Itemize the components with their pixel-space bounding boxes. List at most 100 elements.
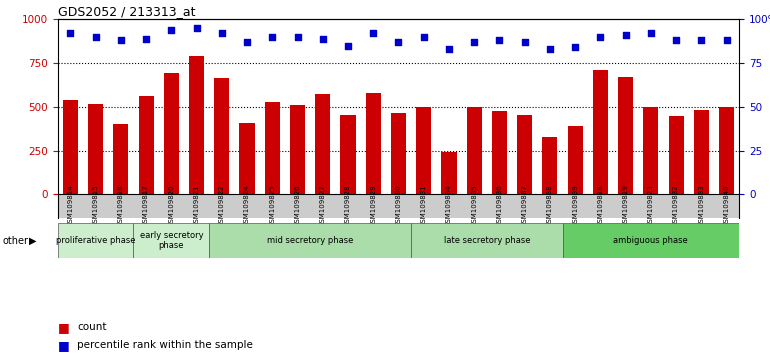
Bar	[668, 116, 684, 194]
Point	[342, 43, 354, 48]
Bar	[340, 115, 356, 194]
Point	[165, 27, 177, 33]
Text: GSM109831: GSM109831	[420, 185, 427, 227]
Bar	[133, 223, 209, 258]
Bar	[719, 107, 734, 194]
Bar	[189, 56, 204, 194]
Text: GSM109818: GSM109818	[598, 185, 604, 227]
Bar	[618, 77, 633, 194]
Bar	[588, 194, 613, 218]
Point	[619, 32, 631, 38]
Text: GSM109821: GSM109821	[193, 185, 199, 227]
Bar	[492, 111, 507, 194]
Bar	[638, 194, 664, 218]
Point	[140, 36, 152, 41]
Text: GSM109815: GSM109815	[92, 185, 99, 227]
Bar	[133, 194, 159, 218]
Point	[569, 44, 581, 50]
Text: GSM109820: GSM109820	[169, 185, 174, 227]
Point	[468, 39, 480, 45]
Bar	[265, 102, 280, 194]
Text: GSM109827: GSM109827	[320, 185, 326, 227]
Point	[670, 38, 682, 43]
Bar	[694, 110, 709, 194]
Point	[518, 39, 531, 45]
Text: other: other	[2, 236, 28, 246]
Bar	[517, 115, 532, 194]
Point	[241, 39, 253, 45]
Text: ■: ■	[58, 339, 69, 352]
Text: GSM109829: GSM109829	[370, 185, 377, 227]
Bar	[113, 124, 129, 194]
Text: GSM109819: GSM109819	[623, 185, 628, 227]
Text: GSM109832: GSM109832	[673, 185, 679, 227]
Point	[266, 34, 279, 40]
Bar	[88, 104, 103, 194]
Bar	[290, 105, 305, 194]
Point	[64, 31, 76, 36]
Text: GDS2052 / 213313_at: GDS2052 / 213313_at	[58, 5, 196, 18]
Point	[392, 39, 404, 45]
Bar	[593, 70, 608, 194]
Bar	[411, 223, 563, 258]
Point	[417, 34, 430, 40]
Bar	[411, 194, 437, 218]
Text: ■: ■	[58, 321, 69, 334]
Point	[494, 38, 506, 43]
Text: GSM109823: GSM109823	[648, 185, 654, 227]
Bar	[714, 194, 739, 218]
Bar	[315, 94, 330, 194]
Bar	[487, 194, 512, 218]
Point	[695, 38, 708, 43]
Text: GSM109825: GSM109825	[270, 185, 276, 227]
Bar	[563, 223, 739, 258]
Text: proliferative phase: proliferative phase	[56, 236, 136, 245]
Point	[544, 46, 556, 52]
Point	[594, 34, 607, 40]
Bar	[139, 96, 154, 194]
Bar	[567, 126, 583, 194]
Text: GSM109840: GSM109840	[724, 185, 730, 227]
Text: GSM109824: GSM109824	[244, 185, 250, 227]
Text: GSM109836: GSM109836	[497, 185, 503, 227]
Text: GSM109814: GSM109814	[67, 185, 73, 227]
Point	[367, 31, 380, 36]
Text: GSM109828: GSM109828	[345, 185, 351, 227]
Bar	[58, 194, 83, 218]
Bar	[214, 78, 229, 194]
Text: GSM109826: GSM109826	[294, 185, 300, 227]
Bar	[441, 152, 457, 194]
Bar	[386, 194, 411, 218]
Bar	[688, 194, 714, 218]
Bar	[542, 137, 557, 194]
Bar	[366, 93, 381, 194]
Text: ▶: ▶	[29, 236, 37, 246]
Bar	[184, 194, 209, 218]
Bar	[563, 194, 588, 218]
Text: percentile rank within the sample: percentile rank within the sample	[77, 340, 253, 350]
Bar	[537, 194, 563, 218]
Point	[115, 38, 127, 43]
Text: GSM109838: GSM109838	[547, 185, 553, 227]
Bar	[63, 100, 78, 194]
Bar	[391, 113, 406, 194]
Bar	[437, 194, 461, 218]
Bar	[461, 194, 487, 218]
Text: GSM109816: GSM109816	[118, 185, 124, 227]
Bar	[109, 194, 133, 218]
Bar	[259, 194, 285, 218]
Bar	[467, 107, 482, 194]
Text: GSM109822: GSM109822	[219, 185, 225, 227]
Text: count: count	[77, 322, 106, 332]
Point	[190, 25, 203, 31]
Bar	[164, 73, 179, 194]
Bar	[336, 194, 360, 218]
Text: GSM109833: GSM109833	[698, 185, 705, 227]
Text: GSM109839: GSM109839	[572, 185, 578, 227]
Bar	[285, 194, 310, 218]
Bar	[58, 223, 133, 258]
Point	[721, 38, 733, 43]
Point	[316, 36, 329, 41]
Bar	[360, 194, 386, 218]
Text: early secretory
phase: early secretory phase	[139, 231, 203, 250]
